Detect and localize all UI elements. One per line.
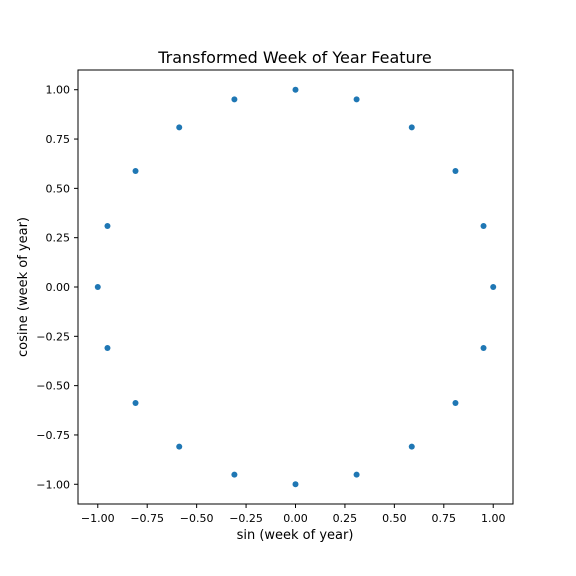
data-point [132,168,139,175]
x-tick-label: 0.00 [283,512,308,525]
data-point [231,471,238,478]
x-tick-label: −0.75 [130,512,164,525]
y-tick-label: −0.25 [36,330,70,343]
data-point [353,96,360,103]
data-point [408,124,415,131]
data-point [353,471,360,478]
chart-title: Transformed Week of Year Feature [157,48,432,67]
y-tick-label: −0.50 [36,380,70,393]
x-tick-label: −0.25 [229,512,263,525]
data-point [452,168,459,175]
data-point [176,443,183,450]
y-tick-label: 0.75 [46,133,71,146]
x-tick-label: 0.25 [333,512,358,525]
x-tick-label: 1.00 [481,512,506,525]
y-tick-label: −1.00 [36,478,70,491]
y-tick-label: −0.75 [36,429,70,442]
data-point [292,86,299,93]
data-point [104,344,111,351]
data-point [176,124,183,131]
data-point [94,284,101,290]
y-tick-label: 0.50 [46,182,71,195]
data-point [408,443,415,450]
plot-frame [77,69,514,505]
x-tick-label: −0.50 [180,512,214,525]
data-points [94,86,497,488]
y-tick-label: 0.25 [46,232,71,245]
data-point [480,344,487,351]
x-tick-label: −1.00 [81,512,115,525]
data-point [231,96,238,103]
y-axis-label: cosine (week of year) [16,217,31,357]
y-tick-label: 0.00 [46,281,71,294]
data-point [292,481,299,488]
data-point [104,223,111,230]
axis-ticks: −1.00 −0.75 −0.50 −0.25 0.00 0.25 0.50 0.75 1.00… [36,84,505,525]
data-point [480,223,487,230]
x-tick-label: 0.75 [432,512,457,525]
data-point [452,399,459,406]
data-point [132,399,139,406]
x-axis-label: sin (week of year) [237,528,354,543]
x-tick-label: 0.50 [382,512,407,525]
data-point [490,284,497,290]
y-tick-label: 1.00 [46,84,71,97]
